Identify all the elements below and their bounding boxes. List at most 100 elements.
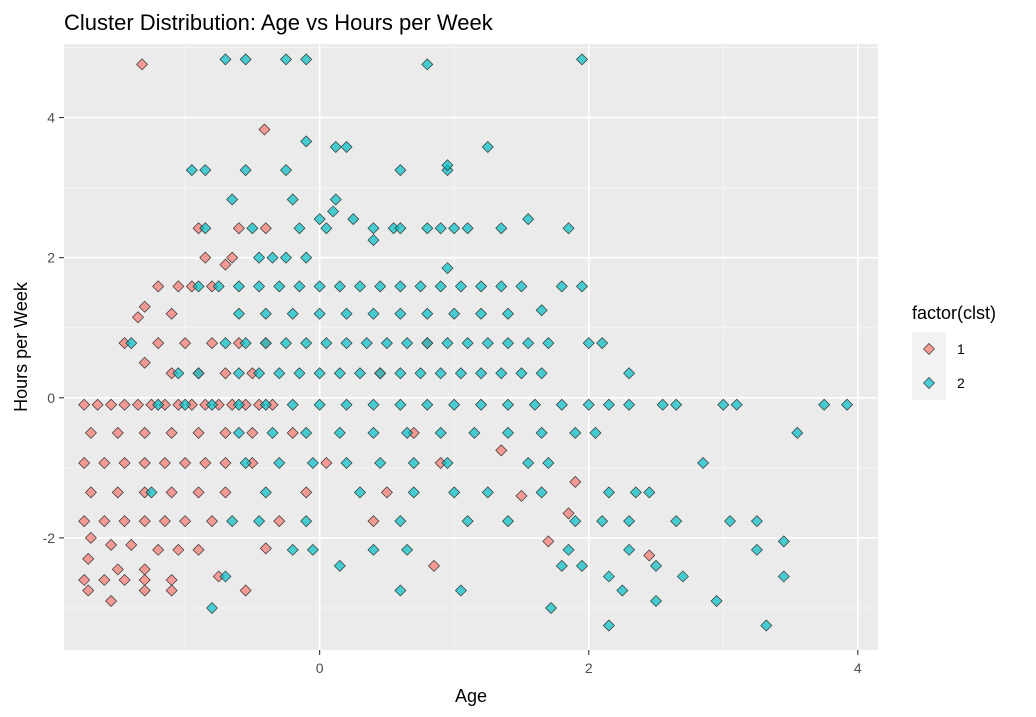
data-point-cluster-2 [212,280,225,293]
data-point-cluster-1 [111,563,124,576]
data-point-cluster-2 [555,280,568,293]
data-point-cluster-2 [333,426,346,439]
data-point-cluster-2 [454,367,467,380]
data-point-cluster-2 [273,280,286,293]
data-point-cluster-1 [152,337,165,350]
data-point-cluster-1 [562,507,575,520]
data-point-cluster-2 [454,280,467,293]
data-point-cluster-2 [172,367,185,380]
data-point-cluster-2 [697,456,710,469]
data-point-cluster-2 [407,456,420,469]
data-point-cluster-2 [448,222,461,235]
x-tick-label: 0 [316,660,324,676]
data-point-cluster-1 [78,456,91,469]
data-point-cluster-2 [313,280,326,293]
data-point-cluster-1 [172,280,185,293]
data-point-cluster-1 [219,456,232,469]
y-tick-label: 0 [47,390,55,406]
data-point-cluster-1 [105,538,118,551]
data-point-cluster-2 [280,251,292,264]
data-point-cluster-2 [394,584,407,597]
data-point-cluster-2 [676,570,689,583]
data-point-cluster-2 [300,337,313,350]
data-point-cluster-1 [542,535,555,548]
data-point-cluster-1 [258,123,271,136]
data-point-cluster-2 [569,515,582,528]
data-point-cluster-2 [394,222,407,235]
data-point-cluster-1 [105,594,118,607]
data-point-cluster-2 [253,280,266,293]
data-point-cluster-2 [461,222,474,235]
data-point-cluster-1 [246,426,259,439]
data-point-cluster-2 [717,398,730,411]
data-point-cluster-2 [401,426,414,439]
x-axis-title: Age [455,686,487,706]
data-point-cluster-2 [327,205,340,218]
data-point-cluster-1 [158,456,171,469]
data-point-cluster-1 [111,426,124,439]
data-point-cluster-2 [670,515,683,528]
data-point-cluster-2 [522,213,535,226]
data-point-cluster-1 [98,456,111,469]
data-point-cluster-2 [777,570,790,583]
data-point-cluster-2 [623,367,636,380]
data-point-cluster-2 [354,486,366,499]
data-point-cluster-2 [441,159,454,172]
data-point-cluster-2 [333,559,346,572]
data-point-cluster-1 [206,337,218,350]
data-point-cluster-2 [286,398,299,411]
data-point-cluster-2 [333,367,346,380]
data-point-cluster-2 [394,398,407,411]
data-point-cluster-1 [118,573,131,586]
y-axis-title: Hours per Week [11,281,31,412]
data-point-cluster-2 [266,251,279,264]
data-point-cluster-1 [152,543,165,556]
x-tick-label: 2 [585,660,593,676]
data-point-cluster-2 [374,456,387,469]
data-point-cluster-2 [206,398,218,411]
data-point-cluster-2 [441,337,454,350]
data-point-cluster-2 [394,280,407,293]
data-point-cluster-2 [199,222,212,235]
data-point-cluster-2 [502,398,514,411]
data-point-cluster-2 [407,486,420,499]
data-point-cluster-2 [434,280,447,293]
data-point-cluster-2 [354,280,366,293]
data-point-cluster-1 [111,486,124,499]
data-point-cluster-2 [602,486,615,499]
data-point-cluster-2 [232,280,245,293]
data-point-cluster-1 [515,489,528,502]
data-point-cluster-2 [306,456,319,469]
data-point-cluster-2 [582,398,595,411]
x-axis-ticks: 0 2 4 [316,650,862,676]
data-point-cluster-2 [313,367,326,380]
data-point-cluster-1 [286,426,299,439]
data-point-cluster-1 [206,515,218,528]
data-point-cluster-1 [172,543,185,556]
data-point-cluster-1 [82,584,95,597]
data-point-cluster-1 [118,398,131,411]
data-point-cluster-2 [185,164,198,177]
data-point-cluster-1 [199,456,212,469]
legend: factor(clst) 1 2 [912,303,996,400]
data-point-cluster-1 [273,515,286,528]
data-point-cluster-2 [300,135,313,148]
data-point-cluster-2 [246,222,259,235]
data-point-cluster-2 [555,559,568,572]
data-point-cluster-2 [347,213,360,226]
data-point-cluster-1 [219,486,232,499]
data-point-cluster-1 [84,486,97,499]
data-point-cluster-2 [535,486,548,499]
data-points [78,53,854,632]
data-point-cluster-1 [152,280,165,293]
data-point-cluster-2 [448,307,461,320]
data-point-cluster-2 [650,594,662,607]
data-point-cluster-2 [313,307,326,320]
data-point-cluster-2 [219,570,232,583]
data-point-cluster-2 [401,543,414,556]
data-point-cluster-1 [138,426,151,439]
data-point-cluster-1 [165,486,178,499]
data-point-cluster-2 [374,280,387,293]
data-point-cluster-2 [300,426,313,439]
data-point-cluster-2 [750,543,763,556]
